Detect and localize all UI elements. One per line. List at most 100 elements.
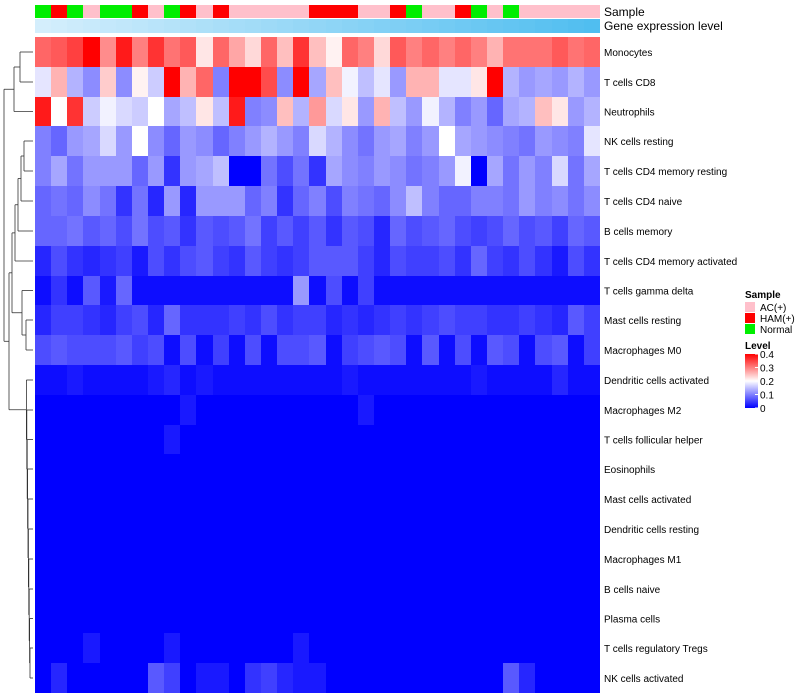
heatmap-cell (358, 216, 374, 246)
heatmap-cell (277, 276, 293, 305)
heatmap-cell (519, 484, 535, 514)
heatmap-cell (293, 37, 309, 67)
heatmap-cell (342, 633, 358, 663)
heatmap-cell (83, 454, 100, 484)
heatmap-cell (358, 454, 374, 484)
heatmap-cell (213, 276, 229, 305)
heatmap-cell (245, 335, 261, 365)
heatmap-cell (293, 633, 309, 663)
heatmap-cell (406, 514, 422, 544)
legend-level-tick-label: 0 (760, 404, 766, 415)
heatmap-cell (83, 276, 100, 305)
heatmap-cell (455, 395, 471, 425)
heatmap-cell (51, 514, 67, 544)
heatmap-cell (309, 37, 326, 67)
heatmap-cell (519, 604, 535, 633)
heatmap-cell (568, 186, 584, 216)
heatmap-cell (455, 425, 471, 454)
row-label: T cells CD8 (604, 78, 656, 89)
heatmap-cell (245, 365, 261, 395)
sample-track-cell (83, 5, 100, 18)
heatmap-cell (229, 633, 245, 663)
heatmap-cell (245, 276, 261, 305)
expression-track-cell (132, 19, 148, 33)
heatmap-cell (213, 67, 229, 97)
heatmap-cell (100, 395, 116, 425)
heatmap-cell (35, 305, 51, 335)
heatmap-cell (487, 544, 503, 574)
heatmap-cell (67, 37, 83, 67)
heatmap-cell (455, 156, 471, 186)
heatmap-cell (196, 395, 213, 425)
sample-track-cell (180, 5, 196, 18)
heatmap-cell (487, 156, 503, 186)
heatmap-cell (439, 514, 455, 544)
heatmap-cell (439, 335, 455, 365)
heatmap-cell (196, 544, 213, 574)
heatmap-cell (584, 633, 600, 663)
heatmap-cell (277, 216, 293, 246)
heatmap-cell (100, 604, 116, 633)
heatmap-cell (245, 454, 261, 484)
heatmap-cell (309, 365, 326, 395)
heatmap-cell (358, 276, 374, 305)
legend-level-tick-label: 0.4 (760, 350, 774, 361)
heatmap-cell (164, 67, 180, 97)
heatmap-cell (229, 425, 245, 454)
sample-track-cell (584, 5, 600, 18)
sample-track-cell (568, 5, 584, 18)
heatmap-cell (213, 37, 229, 67)
heatmap-cell (568, 514, 584, 544)
heatmap-cell (67, 156, 83, 186)
heatmap-cell (293, 514, 309, 544)
heatmap-cell (309, 514, 326, 544)
heatmap-cell (116, 365, 132, 395)
heatmap-cell (309, 544, 326, 574)
heatmap-cell (100, 216, 116, 246)
heatmap-cell (519, 276, 535, 305)
heatmap-cell (245, 246, 261, 276)
heatmap-cell (100, 276, 116, 305)
heatmap-cell (455, 186, 471, 216)
heatmap-cell (326, 365, 342, 395)
heatmap-cell (100, 365, 116, 395)
heatmap-cell (309, 425, 326, 454)
heatmap-cell (100, 484, 116, 514)
heatmap-cell (51, 246, 67, 276)
heatmap-cell (164, 574, 180, 604)
heatmap-cell (487, 246, 503, 276)
heatmap-cell (406, 37, 422, 67)
heatmap-cell (148, 67, 164, 97)
heatmap-cell (132, 604, 148, 633)
heatmap-cell (100, 246, 116, 276)
heatmap-cell (51, 126, 67, 156)
heatmap-cell (51, 276, 67, 305)
heatmap-cell (535, 37, 552, 67)
heatmap-cell (229, 335, 245, 365)
heatmap-cell (180, 633, 196, 663)
heatmap-cell (584, 126, 600, 156)
heatmap-cell (390, 276, 406, 305)
heatmap-cell (487, 186, 503, 216)
heatmap-cell (390, 574, 406, 604)
heatmap-cell (293, 126, 309, 156)
heatmap-cell (552, 126, 568, 156)
expression-track-cell (487, 19, 503, 33)
heatmap-cell (51, 97, 67, 126)
expression-track-cell (100, 19, 116, 33)
sample-track-cell (213, 5, 229, 18)
row-label: Mast cells resting (604, 316, 681, 327)
sample-track-cell (148, 5, 164, 18)
heatmap-cell (535, 305, 552, 335)
legend-level-tick-label: 0.1 (760, 391, 774, 402)
expression-track-cell (67, 19, 83, 33)
expression-level-annotation-track (35, 19, 600, 33)
heatmap-cell (51, 67, 67, 97)
heatmap-cell (535, 514, 552, 544)
heatmap-cell (519, 544, 535, 574)
heatmap-cell (519, 97, 535, 126)
heatmap-cell (455, 454, 471, 484)
heatmap-cell (83, 663, 100, 693)
heatmap-cell (132, 97, 148, 126)
expression-track-cell (358, 19, 374, 33)
